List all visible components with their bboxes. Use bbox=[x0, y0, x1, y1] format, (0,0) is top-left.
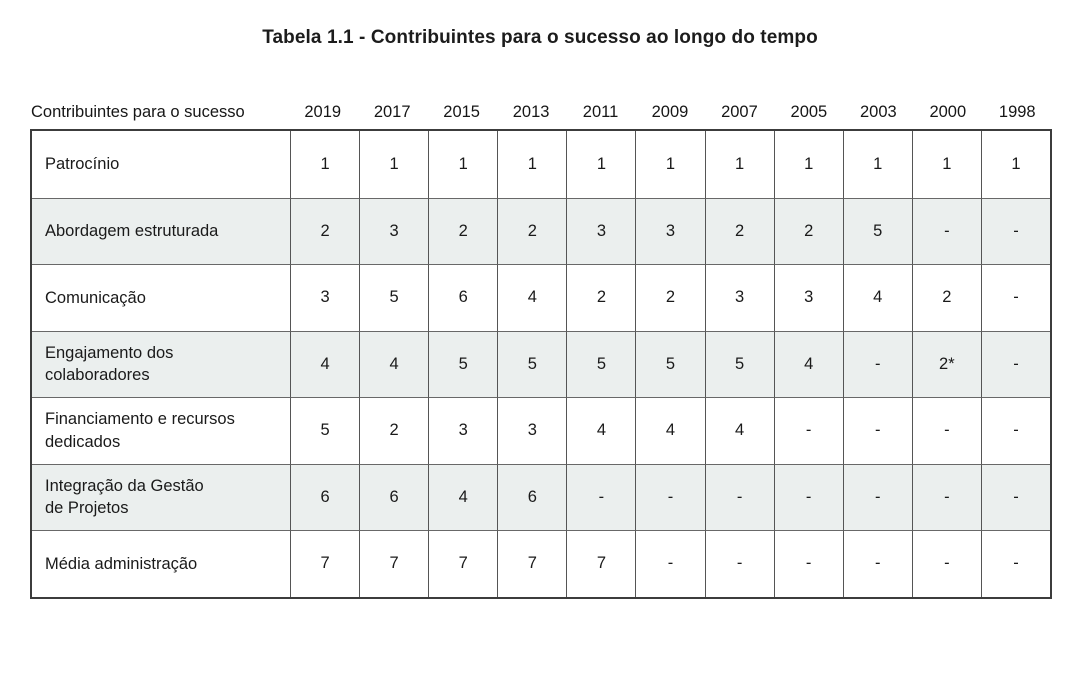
value-cell: - bbox=[911, 463, 981, 530]
value-cell: - bbox=[980, 463, 1050, 530]
value-cell: 1 bbox=[566, 131, 635, 198]
value-cell: 3 bbox=[773, 264, 843, 331]
value-cell: - bbox=[911, 197, 981, 264]
value-cell: 7 bbox=[290, 530, 360, 597]
value-cell: - bbox=[911, 530, 981, 597]
value-cell: 5 bbox=[497, 330, 567, 397]
column-header-year: 2005 bbox=[790, 103, 828, 121]
column-header-year: 2007 bbox=[721, 103, 758, 121]
table-header-row: Contribuintes para o sucesso 2019 2017 201… bbox=[30, 96, 1052, 122]
row-label: Média administração bbox=[32, 530, 290, 597]
value-cell: 5 bbox=[359, 264, 429, 331]
column-header-contributors: Contribuintes para o sucesso bbox=[31, 103, 245, 121]
value-cell: 7 bbox=[359, 530, 429, 597]
value-cell: 4 bbox=[497, 264, 567, 331]
value-cell: - bbox=[635, 530, 705, 597]
row-label: Patrocínio bbox=[45, 155, 120, 174]
value-cell: 2 bbox=[497, 197, 567, 264]
value-cell: 4 bbox=[704, 397, 774, 464]
value-cell: 7 bbox=[566, 530, 636, 597]
value-cell: 3 bbox=[428, 397, 498, 464]
value-cell: 2 bbox=[290, 197, 360, 264]
value-cell: 2 bbox=[566, 264, 636, 331]
value-cell: - bbox=[842, 463, 912, 530]
table-title: Tabela 1.1 - Contribuintes para o sucess… bbox=[262, 27, 818, 48]
row-label: Abordagem estruturada bbox=[32, 197, 290, 264]
value-cell: - bbox=[635, 463, 705, 530]
value-cell: 3 bbox=[566, 197, 636, 264]
row-label: Financiamento e recursos dedicados bbox=[32, 397, 290, 464]
value-cell: 2 bbox=[773, 197, 843, 264]
value-cell: 1 bbox=[497, 131, 566, 198]
value-cell: - bbox=[980, 264, 1050, 331]
value-cell: 5 bbox=[428, 330, 498, 397]
value-cell: - bbox=[980, 330, 1050, 397]
value-cell: 4 bbox=[566, 397, 636, 464]
value-cell: 3 bbox=[635, 197, 705, 264]
value-cell: 2 bbox=[635, 264, 705, 331]
column-header-year: 2017 bbox=[373, 103, 411, 121]
value-cell: - bbox=[911, 397, 981, 464]
column-header-year: 2000 bbox=[929, 103, 967, 121]
value-cell: 1 bbox=[842, 131, 912, 198]
value-cell: 4 bbox=[428, 463, 498, 530]
row-label: Engajamento dos colaboradores bbox=[32, 330, 290, 397]
value-cell: 4 bbox=[773, 330, 843, 397]
value-cell: 4 bbox=[842, 264, 912, 331]
value-cell: 6 bbox=[359, 463, 429, 530]
value-cell: - bbox=[773, 530, 843, 597]
value-cell: 5 bbox=[635, 330, 705, 397]
value-cell: - bbox=[704, 463, 774, 530]
value-cell: 6 bbox=[290, 463, 360, 530]
value-cell: 3 bbox=[359, 197, 429, 264]
value-cell: - bbox=[773, 397, 843, 464]
column-header-year: 2013 bbox=[512, 103, 550, 121]
value-cell: 1 bbox=[773, 131, 843, 198]
value-cell: 3 bbox=[704, 264, 774, 331]
value-cell: 4 bbox=[290, 330, 360, 397]
value-cell: 5 bbox=[704, 330, 774, 397]
value-cell: 1 bbox=[704, 131, 774, 198]
value-cell: 5 bbox=[566, 330, 636, 397]
value-cell: 3 bbox=[290, 264, 360, 331]
value-cell: - bbox=[842, 330, 912, 397]
value-cell: 2* bbox=[911, 330, 981, 397]
value-cell: 4 bbox=[359, 330, 429, 397]
value-cell: - bbox=[773, 463, 843, 530]
value-cell: 1 bbox=[911, 131, 981, 198]
value-cell: 5 bbox=[290, 397, 360, 464]
value-cell: 1 bbox=[290, 131, 359, 198]
value-cell: 2 bbox=[359, 397, 429, 464]
value-cell: - bbox=[980, 530, 1050, 597]
value-cell: 1 bbox=[428, 131, 497, 198]
value-cell: 6 bbox=[497, 463, 567, 530]
value-cell: 7 bbox=[497, 530, 567, 597]
value-cell: 2 bbox=[911, 264, 981, 331]
value-cell: 1 bbox=[980, 131, 1050, 198]
value-cell: 6 bbox=[428, 264, 498, 331]
value-cell: 3 bbox=[497, 397, 567, 464]
row-label: Integração da Gestão de Projetos bbox=[32, 463, 290, 530]
column-header-year: 2009 bbox=[651, 103, 689, 121]
row-label: Comunicação bbox=[32, 264, 290, 331]
value-cell: 1 bbox=[359, 131, 428, 198]
value-cell: 2 bbox=[704, 197, 774, 264]
ranking-table: Patrocínio 1 1 1 1 1 1 1 1 1 1 1 Abordagem estrutura… bbox=[30, 129, 1052, 599]
value-cell: - bbox=[704, 530, 774, 597]
value-cell: 7 bbox=[428, 530, 498, 597]
value-cell: - bbox=[566, 463, 636, 530]
value-cell: - bbox=[980, 397, 1050, 464]
value-cell: 2 bbox=[428, 197, 498, 264]
value-cell: 1 bbox=[635, 131, 704, 198]
column-header-year: 2015 bbox=[443, 103, 480, 121]
column-header-year: 2019 bbox=[304, 103, 342, 121]
value-cell: 4 bbox=[635, 397, 705, 464]
column-header-year: 2011 bbox=[582, 103, 619, 121]
column-header-year: 2003 bbox=[859, 103, 897, 121]
value-cell: - bbox=[842, 530, 912, 597]
value-cell: - bbox=[842, 397, 912, 464]
value-cell: 5 bbox=[842, 197, 912, 264]
value-cell: - bbox=[980, 197, 1050, 264]
column-header-year: 1998 bbox=[998, 103, 1036, 121]
